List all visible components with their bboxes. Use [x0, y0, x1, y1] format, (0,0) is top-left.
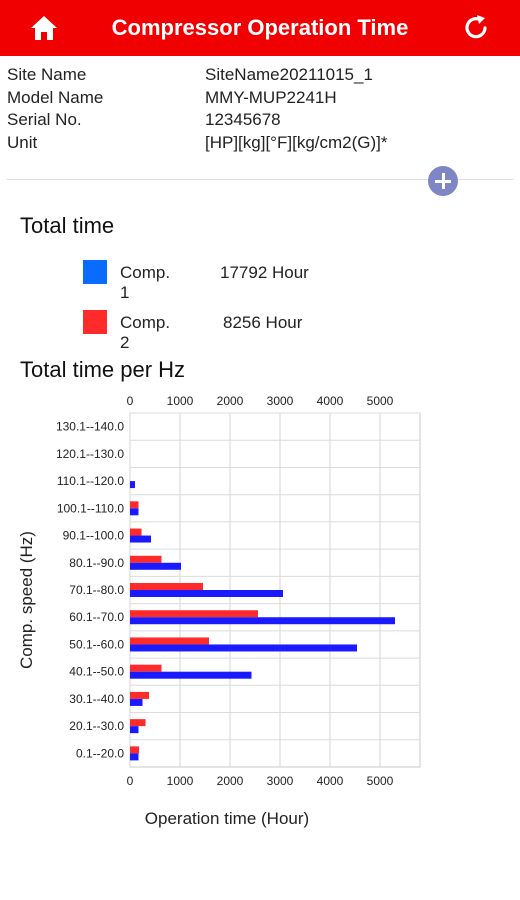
x-tick-label-top: 3000	[267, 394, 294, 408]
home-button[interactable]	[28, 12, 60, 44]
expand-button[interactable]	[428, 166, 458, 196]
bar-comp-2	[130, 555, 162, 563]
legend-swatch-blue	[83, 260, 107, 284]
refresh-icon	[465, 15, 487, 39]
bar-comp-2	[130, 746, 139, 754]
bar-comp-1	[130, 562, 181, 570]
y-tick-label: 130.1--140.0	[56, 420, 124, 434]
bar-comp-1	[130, 726, 139, 734]
bar-comp-1	[130, 698, 143, 706]
x-tick-label-top: 0	[127, 394, 134, 408]
y-tick-label: 60.1--70.0	[69, 610, 124, 624]
bar-comp-1	[130, 753, 139, 761]
x-tick-label-bottom: 5000	[367, 774, 394, 788]
x-tick-label-top: 4000	[317, 394, 344, 408]
y-tick-label: 70.1--80.0	[69, 583, 124, 597]
device-info: Site Name SiteName20211015_1 Model Name …	[7, 64, 507, 154]
bar-comp-2	[130, 501, 139, 509]
bar-comp-2	[130, 583, 203, 590]
info-row-serial-no: Serial No. 12345678	[7, 109, 507, 132]
page-title: Compressor Operation Time	[111, 15, 409, 40]
per-hz-title: Total time per Hz	[20, 357, 186, 382]
bar-comp-1	[130, 535, 151, 543]
info-label: Site Name	[7, 65, 87, 84]
info-label: Serial No.	[7, 110, 82, 129]
info-value: 12345678	[205, 110, 281, 129]
home-icon	[31, 16, 57, 40]
bar-comp-2	[130, 637, 209, 645]
y-tick-label: 100.1--110.0	[57, 501, 124, 515]
x-tick-label-bottom: 3000	[267, 774, 294, 788]
bar-comp-2	[130, 528, 142, 536]
x-tick-label-bottom: 1000	[167, 774, 194, 788]
x-tick-label-bottom: 0	[127, 774, 134, 788]
bar-comp-1	[130, 508, 139, 516]
bar-comp-2	[130, 610, 258, 618]
bar-comp-1	[130, 481, 135, 489]
bar-comp-1	[130, 671, 252, 679]
legend-value: 17792 Hour	[220, 263, 309, 282]
y-tick-label: 30.1--40.0	[69, 692, 124, 706]
y-tick-label: 40.1--50.0	[69, 665, 124, 679]
y-tick-label: 0.1--20.0	[76, 746, 124, 760]
info-row-model-name: Model Name MMY-MUP2241H	[7, 87, 507, 110]
x-tick-label-bottom: 2000	[217, 774, 244, 788]
y-tick-label: 50.1--60.0	[69, 637, 124, 651]
y-tick-label: 110.1--120.0	[57, 474, 124, 488]
info-row-unit: Unit [HP][kg][°F][kg/cm2(G)]*	[7, 132, 507, 155]
bar-comp-1	[130, 644, 357, 652]
info-row-site-name: Site Name SiteName20211015_1	[7, 64, 507, 87]
info-value: MMY-MUP2241H	[205, 87, 337, 107]
total-time-title: Total time	[20, 213, 115, 238]
x-tick-label-bottom: 4000	[317, 774, 344, 788]
x-tick-label-top: 1000	[167, 394, 194, 408]
x-tick-label-top: 2000	[217, 394, 244, 408]
legend-value: 8256 Hour	[223, 313, 303, 332]
legend-name: Comp. 1	[120, 263, 171, 302]
info-value: SiteName20211015_1	[205, 65, 373, 84]
y-tick-label: 80.1--90.0	[69, 556, 124, 570]
per-hz-bar-chart: 0 0 1000 1000 2000 2000 3000 3000 4000 4000 5000 50…	[17, 394, 421, 828]
y-axis-label: Comp. speed (Hz)	[17, 531, 36, 669]
y-tick-label: 90.1--100.0	[63, 529, 125, 543]
divider	[7, 179, 513, 180]
bar-comp-1	[130, 590, 283, 597]
bar-comp-2	[130, 691, 149, 699]
y-tick-label: 20.1--30.0	[69, 719, 124, 733]
app-header: Compressor Operation Time	[0, 0, 520, 56]
bar-comp-2	[130, 664, 162, 672]
x-tick-label-top: 5000	[367, 394, 394, 408]
info-label: Unit	[7, 132, 38, 152]
legend-swatch-red	[83, 310, 107, 334]
bar-comp-1	[130, 617, 395, 625]
legend-name: Comp. 2	[120, 313, 171, 352]
info-label: Model Name	[7, 87, 104, 107]
info-value: [HP][kg][°F][kg/cm2(G)]*	[205, 132, 388, 152]
x-axis-label: Operation time (Hour)	[145, 809, 309, 828]
bar-comp-2	[130, 719, 146, 727]
refresh-button[interactable]	[460, 12, 492, 44]
y-tick-label: 120.1--130.0	[56, 447, 124, 461]
